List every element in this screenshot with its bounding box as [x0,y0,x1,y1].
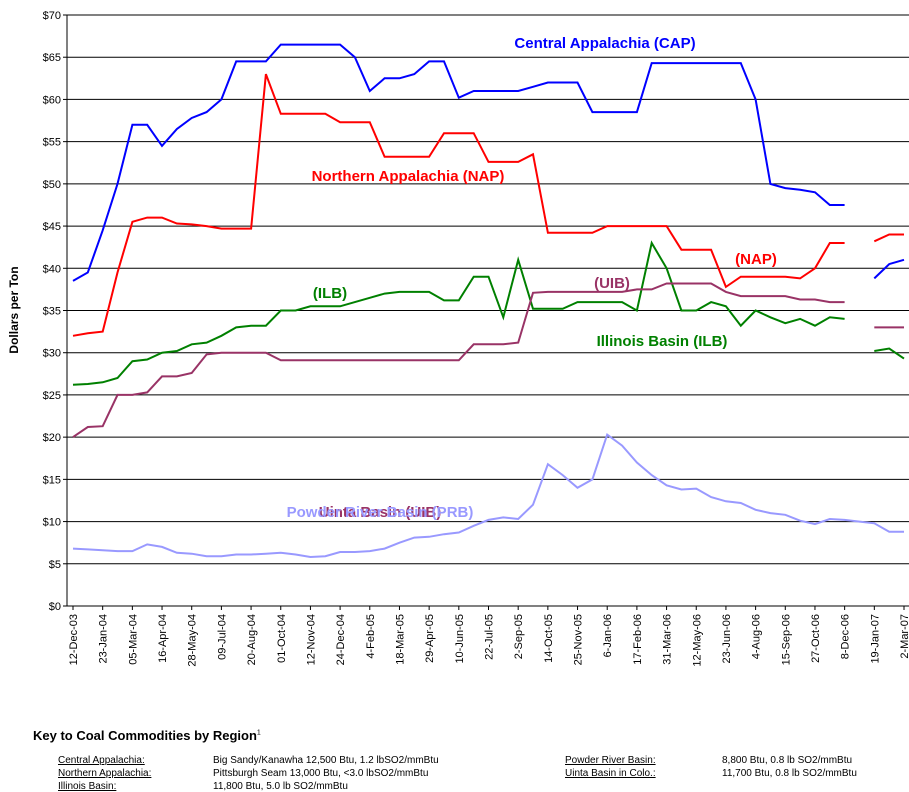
x-tick-label: 4-Feb-05 [365,614,377,659]
x-tick-label: 18-Mar-05 [394,614,406,665]
x-tick-label: 2-Sep-05 [513,614,525,659]
series-label: Northern Appalachia (NAP) [312,168,505,185]
x-tick-label: 12-Dec-03 [68,614,80,665]
key-spec: Big Sandy/Kanawha 12,500 Btu, 1.2 lbSO2/… [213,755,439,766]
series-label: Illinois Basin (ILB) [597,333,728,350]
x-tick-label: 22-Jul-05 [484,614,496,660]
y-tick-label: $35 [43,306,61,318]
x-tick-label: 24-Dec-04 [335,614,347,665]
x-tick-label: 10-Jun-05 [454,614,466,664]
key-spec: 11,800 Btu, 5.0 lb SO2/mmBtu [213,781,348,792]
y-tick-label: $15 [43,474,61,486]
x-tick-label: 29-Apr-05 [424,614,436,663]
series-line [72,73,904,337]
y-tick-label: $25 [43,390,61,402]
annotation: (UIB) [594,275,630,292]
key-spec: 11,700 Btu, 0.8 lb SO2/mmBtu [722,768,857,779]
x-tick-label: 12-Nov-04 [305,614,317,665]
annotation: (ILB) [313,285,347,302]
series-line [72,43,905,282]
x-tick-label: 25-Nov-05 [573,614,585,665]
series-label: Central Appalachia (CAP) [514,35,695,52]
y-tick-label: $65 [43,52,61,64]
x-tick-label: 16-Apr-04 [157,614,169,663]
key-spec: 8,800 Btu, 0.8 lb SO2/mmBtu [722,755,853,766]
x-tick-label: 23-Jun-06 [721,614,733,664]
key-region: Powder River Basin: [565,755,656,766]
x-tick-label: 2-Mar-07 [899,614,909,659]
annotation: (NAP) [735,251,777,268]
x-tick-label: 12-May-06 [691,614,703,667]
series-label: Uinta Basin (UIB) [319,504,442,521]
key-region: Northern Appalachia: [58,768,152,779]
y-tick-label: $45 [43,221,61,233]
y-axis-label: Dollars per Ton [7,266,21,353]
x-tick-label: 20-Aug-04 [246,614,258,665]
y-tick-label: $55 [43,137,61,149]
y-tick-label: $60 [43,94,61,106]
key-region: Central Appalachia: [58,755,145,766]
footnote-mark: 1 [256,729,261,737]
x-tick-label: 23-Jan-04 [98,614,110,664]
y-tick-label: $40 [43,263,61,275]
x-tick-label: 09-Jul-04 [216,614,228,660]
x-tick-label: 14-Oct-05 [543,614,555,663]
y-tick-label: $50 [43,179,61,191]
x-tick-label: 8-Dec-06 [840,614,852,659]
y-tick-label: $0 [49,601,61,613]
x-tick-label: 6-Jan-06 [602,614,614,657]
key-spec: Pittsburgh Seam 13,000 Btu, <3.0 lbSO2/m… [213,768,429,779]
key-title-text: Key to Coal Commodities by Region [33,728,257,743]
x-tick-label: 01-Oct-04 [276,614,288,663]
series-line [72,282,904,438]
key-title: Key to Coal Commodities by Region1 [33,728,261,743]
y-tick-label: $70 [43,10,61,22]
series-line [72,240,905,386]
x-tick-label: 17-Feb-06 [632,614,644,665]
x-tick-label: 27-Oct-06 [810,614,822,663]
y-tick-label: $30 [43,348,61,360]
y-tick-label: $10 [43,517,61,529]
key: Key to Coal Commodities by Region1 Centr… [0,728,909,792]
key-region: Uinta Basin in Colo.: [565,768,656,779]
x-tick-label: 31-Mar-06 [662,614,674,665]
series-line [72,432,904,559]
y-tick-label: $20 [43,432,61,444]
series-label: Powder River Basin (PRB) [287,504,474,521]
x-tick-label: 4-Aug-06 [751,614,763,659]
x-tick-label: 15-Sep-06 [780,614,792,665]
chart: Dollars per Ton $0 $5 $10 $15 $20 $25 $30 $35 $4… [7,10,909,667]
x-tick-label: 19-Jan-07 [869,614,881,664]
x-tick-label: 28-May-04 [187,614,199,667]
x-tick-label: 05-Mar-04 [127,614,139,665]
y-tick-label: $5 [49,559,61,571]
key-region: Illinois Basin: [58,781,117,792]
